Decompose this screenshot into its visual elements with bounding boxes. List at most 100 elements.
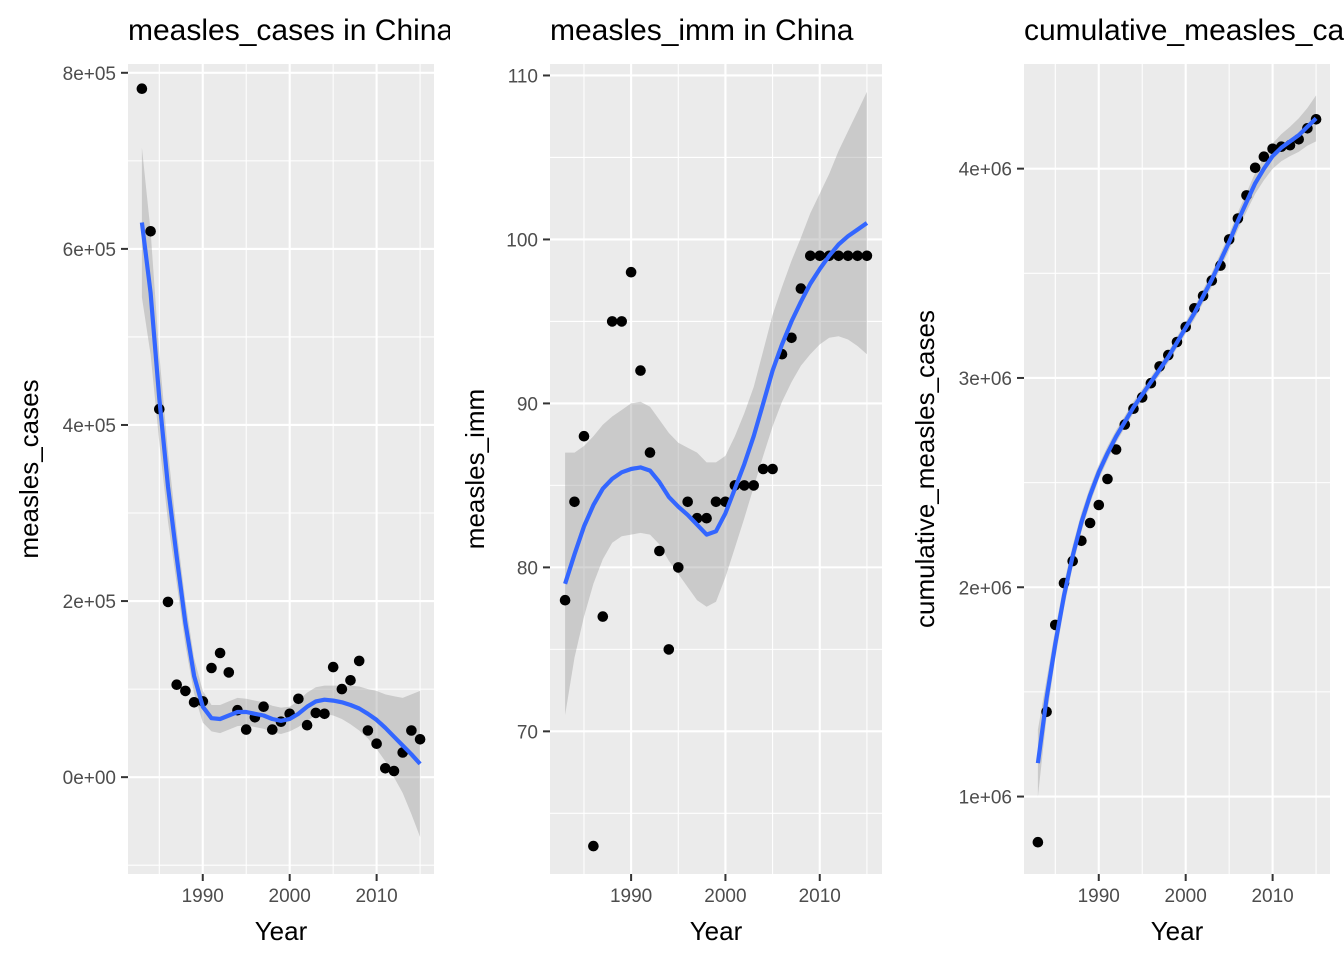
- panel-measles-cases: measles_cases in China 1990 2000 2010 0e+00…: [14, 14, 453, 946]
- data-point: [371, 738, 382, 749]
- data-point: [635, 365, 646, 376]
- data-point: [1110, 444, 1122, 455]
- data-point: [310, 707, 322, 719]
- y-tick-label: 90: [517, 394, 538, 415]
- data-point: [597, 611, 609, 622]
- title-clip-2: measles_imm in China: [550, 14, 854, 47]
- data-point: [767, 463, 778, 475]
- data-point: [833, 250, 844, 262]
- data-point: [616, 316, 627, 327]
- data-point: [673, 562, 684, 573]
- title-clip-3: cumulative_measles_cases in China: [1024, 14, 1344, 47]
- y-tick-label: 6e+05: [63, 240, 116, 261]
- data-point: [861, 250, 873, 262]
- x-tick-label: 1990: [182, 886, 224, 907]
- data-point: [353, 655, 365, 667]
- plot-panel: [128, 64, 434, 874]
- data-point: [559, 594, 571, 606]
- data-point: [1093, 499, 1105, 511]
- data-point: [569, 496, 580, 508]
- chart-title: measles_imm in China: [550, 14, 854, 47]
- x-axis-title: Year: [1151, 916, 1204, 946]
- data-point: [682, 496, 693, 508]
- x-tick-label: 2010: [1251, 886, 1293, 907]
- smooth-trend-line: [563, 221, 869, 585]
- x-axis-title: Year: [255, 916, 308, 946]
- data-point: [625, 266, 637, 278]
- data-point: [171, 679, 182, 690]
- data-point: [786, 332, 797, 344]
- data-point: [1032, 836, 1044, 848]
- data-point: [663, 644, 675, 655]
- y-axis-title: measles_imm: [460, 389, 490, 549]
- chart-title: measles_cases in China: [128, 14, 453, 47]
- data-point: [345, 675, 356, 686]
- data-region: [559, 91, 873, 852]
- data-region: [136, 83, 426, 838]
- title-clip-1: measles_cases in China: [128, 14, 453, 47]
- data-point: [258, 701, 269, 712]
- data-point: [795, 283, 807, 294]
- panel-cumulative-measles-cases: cumulative_measles_cases in China 1990 20…: [910, 14, 1344, 946]
- x-tick-label: 1990: [1078, 886, 1120, 907]
- data-point: [701, 512, 712, 524]
- data-point: [293, 693, 304, 705]
- data-point: [214, 647, 226, 659]
- plot-panel: [1024, 64, 1330, 874]
- data-point: [842, 250, 854, 262]
- data-point: [814, 250, 826, 262]
- y-tick-label: 80: [517, 558, 538, 579]
- data-point: [267, 724, 278, 735]
- data-point: [414, 734, 426, 745]
- data-point: [206, 662, 217, 674]
- confidence-band: [565, 91, 867, 715]
- data-point: [852, 250, 863, 262]
- y-tick-label: 1e+06: [959, 788, 1012, 809]
- data-point: [240, 724, 252, 735]
- data-point: [757, 463, 769, 475]
- y-tick-label: 8e+05: [63, 64, 116, 85]
- data-point: [388, 765, 400, 777]
- y-axis-title: cumulative_measles_cases: [910, 310, 940, 628]
- plot-layer: 1990 2000 2010 70 80 90 100 110: [506, 64, 882, 907]
- data-point: [1258, 151, 1270, 162]
- data-point: [336, 683, 348, 695]
- y-tick-label: 2e+06: [959, 578, 1012, 599]
- y-tick-label: 110: [508, 66, 538, 87]
- y-tick-label: 100: [506, 230, 538, 251]
- data-point: [319, 708, 330, 720]
- data-region: [1032, 95, 1322, 848]
- smooth-trend-line: [139, 222, 422, 766]
- y-axis-title: measles_cases: [14, 379, 44, 558]
- data-point: [1249, 162, 1261, 174]
- y-tick-label: 3e+06: [959, 369, 1012, 390]
- data-point: [739, 480, 750, 491]
- plot-panel: [550, 64, 882, 874]
- data-point: [406, 725, 417, 736]
- data-point: [380, 763, 391, 774]
- data-point: [223, 667, 235, 678]
- data-point: [327, 661, 339, 673]
- panel-measles-imm: measles_imm in China 1990 2000 20107080901…: [460, 14, 882, 946]
- y-tick-label: 70: [517, 722, 538, 743]
- x-tick-label: 2010: [355, 886, 397, 907]
- x-tick-label: 1990: [610, 886, 652, 907]
- data-point: [162, 596, 174, 608]
- data-point: [1102, 473, 1113, 485]
- x-tick-label: 2000: [1165, 886, 1207, 907]
- data-point: [710, 496, 722, 508]
- x-tick-label: 2010: [799, 886, 841, 907]
- data-point: [362, 725, 374, 736]
- x-axis-title: Year: [690, 916, 743, 946]
- data-point: [180, 685, 191, 697]
- chart-title: cumulative_measles_cases in China: [1024, 14, 1344, 47]
- data-point: [588, 840, 599, 852]
- data-point: [805, 250, 816, 262]
- y-tick-label: 2e+05: [63, 592, 116, 613]
- data-point: [654, 545, 665, 557]
- data-point: [145, 226, 156, 237]
- plot-layer: 1990 2000 2010 0e+00 2e+05 4e+05 6e+05 8e+05: [63, 64, 434, 907]
- data-point: [578, 430, 590, 442]
- x-tick-label: 2000: [269, 886, 311, 907]
